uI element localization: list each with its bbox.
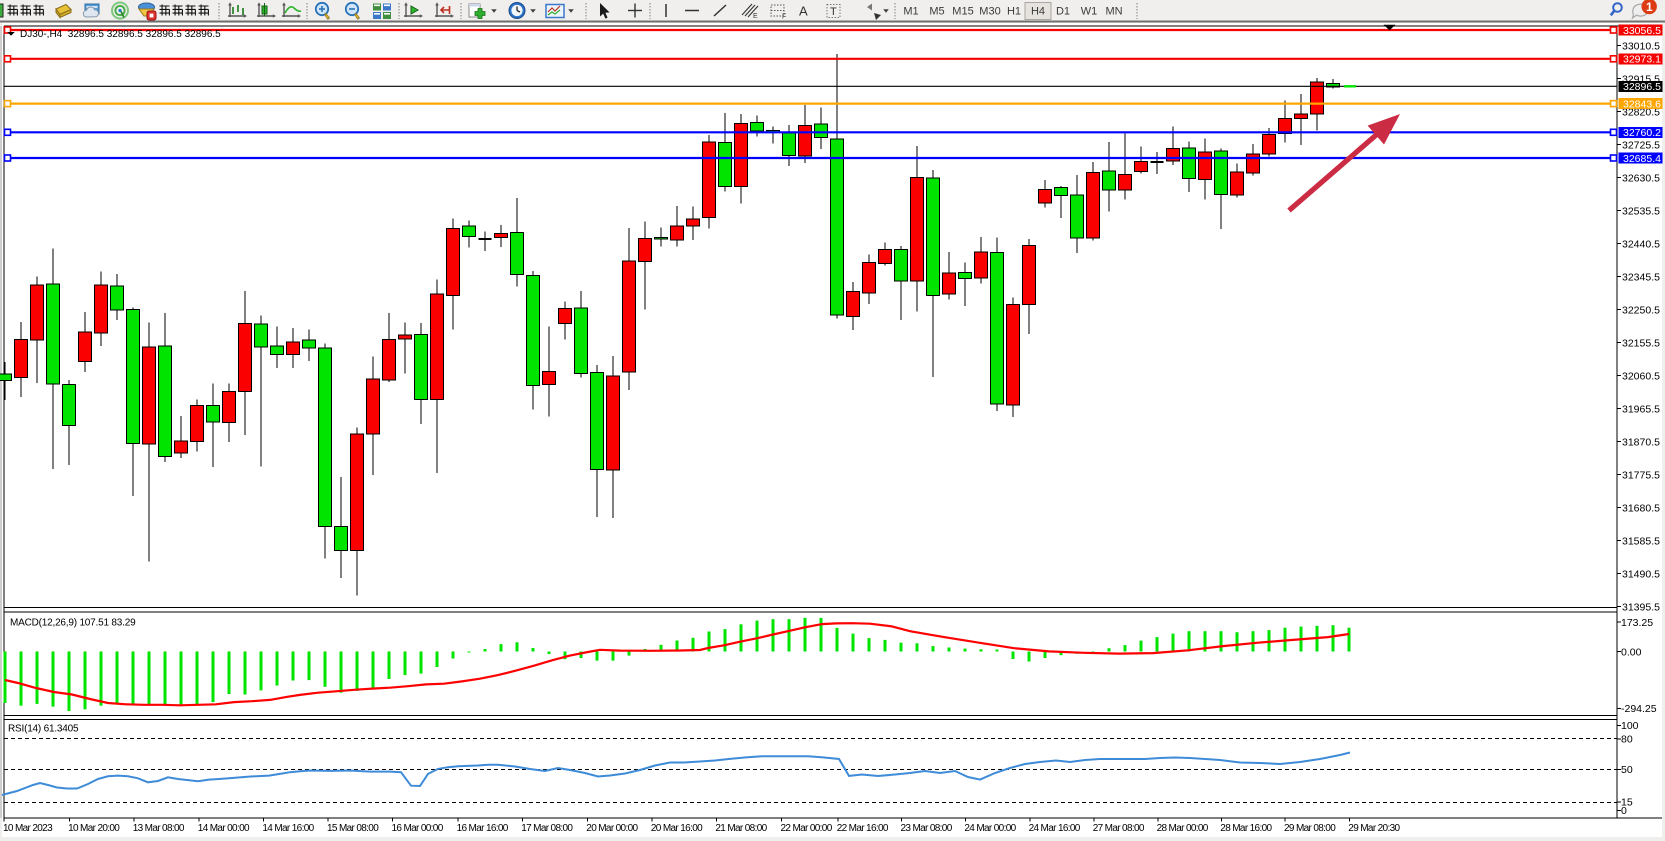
- svg-text:MACD(12,26,9) 107.51 83.29: MACD(12,26,9) 107.51 83.29: [10, 618, 136, 629]
- svg-text:27 Mar 08:00: 27 Mar 08:00: [1093, 823, 1145, 834]
- svg-text:15: 15: [1621, 797, 1633, 809]
- svg-text:H1: H1: [1007, 6, 1021, 18]
- svg-text:23 Mar 08:00: 23 Mar 08:00: [901, 823, 953, 834]
- svg-text:10 Mar 2023: 10 Mar 2023: [3, 823, 53, 834]
- svg-text:32630.5: 32630.5: [1622, 172, 1660, 184]
- svg-text:32896.5: 32896.5: [1623, 81, 1661, 93]
- svg-text:22 Mar 00:00: 22 Mar 00:00: [781, 823, 833, 834]
- svg-text:32760.2: 32760.2: [1623, 127, 1661, 139]
- svg-text:24 Mar 00:00: 24 Mar 00:00: [964, 823, 1016, 834]
- svg-text:28 Mar 16:00: 28 Mar 16:00: [1220, 823, 1272, 834]
- svg-text:16 Mar 16:00: 16 Mar 16:00: [457, 823, 509, 834]
- svg-text:32820.5: 32820.5: [1622, 106, 1660, 118]
- svg-text:32843.6: 32843.6: [1623, 98, 1661, 110]
- svg-text:20 Mar 00:00: 20 Mar 00:00: [586, 823, 638, 834]
- svg-text:32060.5: 32060.5: [1622, 370, 1660, 382]
- svg-text:15 Mar 08:00: 15 Mar 08:00: [327, 823, 379, 834]
- svg-text:31680.5: 31680.5: [1622, 502, 1660, 514]
- svg-text:31870.5: 31870.5: [1622, 436, 1660, 448]
- svg-text:W1: W1: [1081, 6, 1098, 18]
- svg-text:31965.5: 31965.5: [1622, 403, 1660, 415]
- svg-text:32250.5: 32250.5: [1622, 304, 1660, 316]
- svg-text:M5: M5: [929, 6, 944, 18]
- svg-text:31585.5: 31585.5: [1622, 535, 1660, 547]
- svg-text:D1: D1: [1056, 6, 1070, 18]
- svg-text:21 Mar 08:00: 21 Mar 08:00: [715, 823, 767, 834]
- svg-text:32155.5: 32155.5: [1622, 337, 1660, 349]
- svg-text:17 Mar 08:00: 17 Mar 08:00: [521, 823, 573, 834]
- svg-text:32345.5: 32345.5: [1622, 271, 1660, 283]
- svg-text:173.25: 173.25: [1621, 617, 1653, 629]
- svg-text:0.00: 0.00: [1621, 647, 1642, 659]
- svg-text:14 Mar 16:00: 14 Mar 16:00: [262, 823, 314, 834]
- svg-text:29 Mar 20:30: 29 Mar 20:30: [1348, 823, 1400, 834]
- svg-text:28 Mar 00:00: 28 Mar 00:00: [1157, 823, 1209, 834]
- svg-text:32725.5: 32725.5: [1622, 139, 1660, 151]
- svg-text:50: 50: [1621, 764, 1633, 776]
- svg-text:A: A: [799, 4, 808, 19]
- svg-text:33010.5: 33010.5: [1622, 40, 1660, 52]
- svg-text:32535.5: 32535.5: [1622, 205, 1660, 217]
- svg-text:DJ30-,H4 32896.5 32896.5 3289: DJ30-,H4 32896.5 32896.5 32896.5 32896.5: [20, 29, 221, 40]
- svg-text:22 Mar 16:00: 22 Mar 16:00: [837, 823, 889, 834]
- svg-text:32685.4: 32685.4: [1623, 153, 1661, 165]
- svg-text:M1: M1: [903, 6, 918, 18]
- svg-text:80: 80: [1621, 734, 1633, 746]
- svg-text:13 Mar 08:00: 13 Mar 08:00: [133, 823, 185, 834]
- svg-text:T: T: [830, 6, 837, 18]
- svg-text:100: 100: [1621, 720, 1639, 732]
- svg-text:E: E: [753, 13, 758, 20]
- svg-text:-294.25: -294.25: [1621, 703, 1657, 715]
- svg-text:33056.5: 33056.5: [1623, 25, 1661, 37]
- svg-text:32973.1: 32973.1: [1623, 54, 1661, 66]
- svg-text:29 Mar 08:00: 29 Mar 08:00: [1284, 823, 1336, 834]
- svg-text:1: 1: [1646, 0, 1653, 14]
- svg-text:20 Mar 16:00: 20 Mar 16:00: [651, 823, 703, 834]
- svg-text:MN: MN: [1105, 6, 1122, 18]
- svg-text:RSI(14) 61.3405: RSI(14) 61.3405: [8, 724, 79, 735]
- svg-text:14 Mar 00:00: 14 Mar 00:00: [198, 823, 250, 834]
- svg-text:31775.5: 31775.5: [1622, 469, 1660, 481]
- svg-text:M15: M15: [952, 6, 973, 18]
- svg-text:H4: H4: [1031, 6, 1045, 18]
- svg-text:F: F: [782, 14, 786, 21]
- svg-text:10 Mar 20:00: 10 Mar 20:00: [68, 823, 120, 834]
- svg-text:M30: M30: [979, 6, 1000, 18]
- svg-text:16 Mar 00:00: 16 Mar 00:00: [392, 823, 444, 834]
- svg-text:31395.5: 31395.5: [1622, 601, 1660, 613]
- svg-text:24 Mar 16:00: 24 Mar 16:00: [1029, 823, 1081, 834]
- svg-text:32440.5: 32440.5: [1622, 238, 1660, 250]
- svg-text:31490.5: 31490.5: [1622, 568, 1660, 580]
- svg-text:0: 0: [1621, 805, 1627, 817]
